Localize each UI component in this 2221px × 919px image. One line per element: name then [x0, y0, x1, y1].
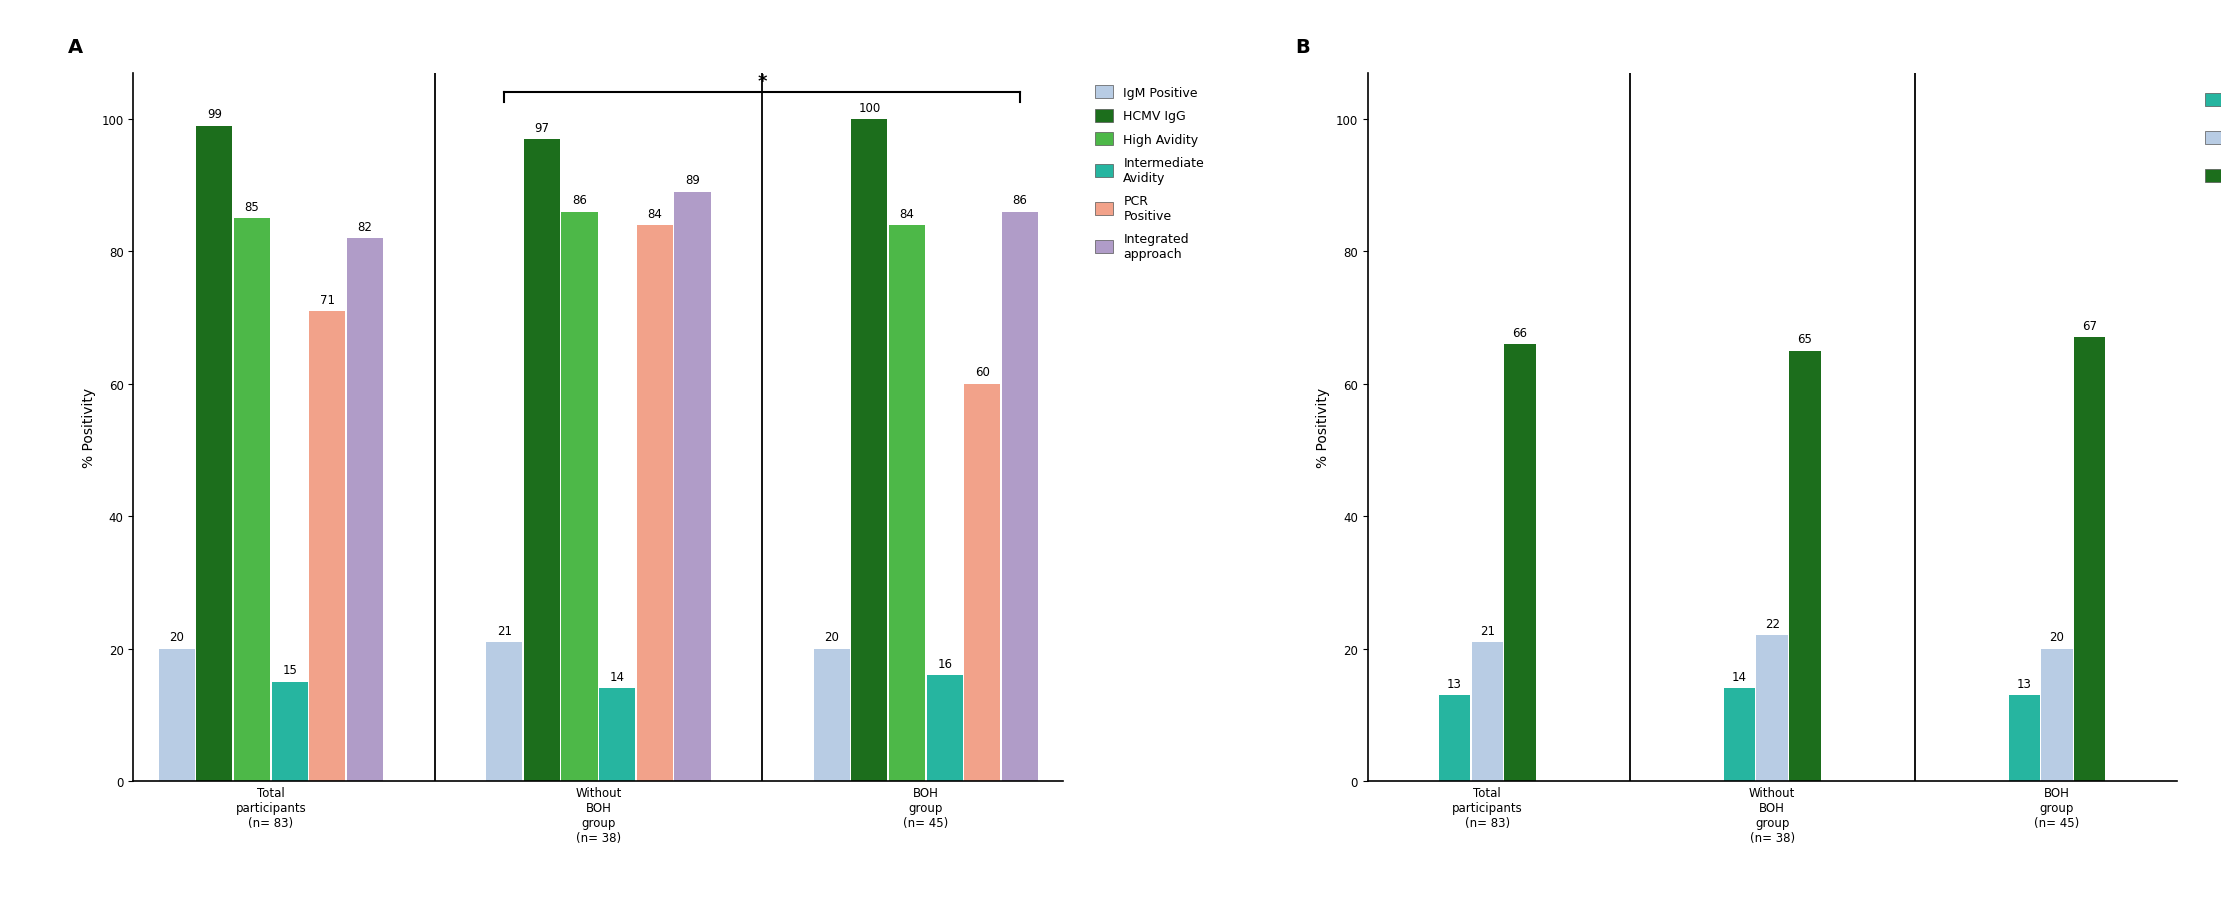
- Text: 84: 84: [646, 208, 662, 221]
- Text: 85: 85: [244, 200, 260, 214]
- Bar: [964, 384, 999, 781]
- Bar: [1439, 695, 1470, 781]
- Text: 20: 20: [169, 630, 184, 643]
- Bar: [271, 682, 309, 781]
- Bar: [2074, 338, 2106, 781]
- Legend: Recent
Infection, Recurrent
Infection, Past
exposure: Recent Infection, Recurrent Infection, P…: [2199, 80, 2221, 196]
- Bar: [813, 649, 851, 781]
- Text: 67: 67: [2083, 320, 2097, 333]
- Bar: [195, 127, 233, 781]
- Text: 60: 60: [975, 366, 991, 379]
- Bar: [675, 193, 711, 781]
- Bar: [2008, 695, 2039, 781]
- Bar: [1002, 212, 1037, 781]
- Bar: [562, 212, 597, 781]
- Bar: [600, 688, 635, 781]
- Bar: [346, 239, 382, 781]
- Bar: [1790, 351, 1821, 781]
- Text: 20: 20: [824, 630, 840, 643]
- Text: 100: 100: [857, 101, 880, 115]
- Bar: [1723, 688, 1755, 781]
- Legend: IgM Positive, HCMV IgG, High Avidity, Intermediate
Avidity, PCR
Positive, Integr: IgM Positive, HCMV IgG, High Avidity, In…: [1088, 80, 1210, 267]
- Text: 14: 14: [1732, 670, 1748, 683]
- Text: 20: 20: [2050, 630, 2063, 643]
- Bar: [524, 140, 560, 781]
- Text: 66: 66: [1513, 326, 1528, 339]
- Text: 21: 21: [1479, 624, 1495, 637]
- Text: 86: 86: [573, 194, 586, 207]
- Text: 22: 22: [1766, 618, 1779, 630]
- Bar: [158, 649, 195, 781]
- Text: A: A: [69, 38, 82, 57]
- Text: 13: 13: [1448, 677, 1461, 690]
- Bar: [1757, 636, 1788, 781]
- Text: 21: 21: [498, 624, 511, 637]
- Bar: [637, 226, 673, 781]
- Text: 99: 99: [207, 108, 222, 121]
- Y-axis label: % Positivity: % Positivity: [82, 387, 96, 468]
- Text: 65: 65: [1797, 333, 1812, 346]
- Bar: [486, 642, 522, 781]
- Text: 86: 86: [1013, 194, 1028, 207]
- Bar: [233, 219, 271, 781]
- Text: 97: 97: [535, 121, 549, 134]
- Text: 13: 13: [2017, 677, 2032, 690]
- Bar: [309, 312, 344, 781]
- Text: 84: 84: [900, 208, 915, 221]
- Bar: [888, 226, 924, 781]
- Text: B: B: [1295, 38, 1310, 57]
- Text: 89: 89: [684, 175, 700, 187]
- Bar: [1504, 345, 1535, 781]
- Text: 71: 71: [320, 293, 335, 306]
- Text: 82: 82: [358, 221, 373, 233]
- Bar: [851, 119, 888, 781]
- Text: *: *: [757, 74, 766, 91]
- Bar: [2041, 649, 2072, 781]
- Text: 14: 14: [611, 670, 624, 683]
- Bar: [1473, 642, 1504, 781]
- Text: 16: 16: [937, 657, 953, 670]
- Text: 15: 15: [282, 664, 298, 676]
- Bar: [926, 675, 962, 781]
- Y-axis label: % Positivity: % Positivity: [1317, 387, 1330, 468]
